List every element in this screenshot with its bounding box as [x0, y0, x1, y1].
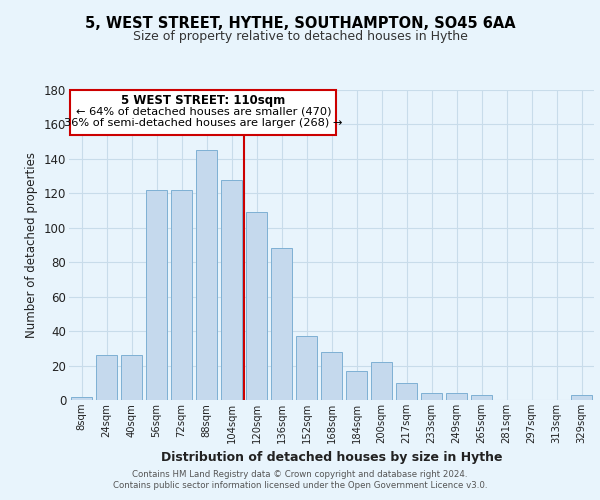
X-axis label: Distribution of detached houses by size in Hythe: Distribution of detached houses by size …: [161, 452, 502, 464]
Text: Contains HM Land Registry data © Crown copyright and database right 2024.: Contains HM Land Registry data © Crown c…: [132, 470, 468, 479]
Bar: [446, 393, 467, 400]
Bar: [96, 355, 117, 400]
Bar: [396, 383, 417, 400]
Bar: [171, 190, 192, 400]
Bar: [321, 352, 342, 400]
Bar: [296, 336, 317, 400]
Text: 5, WEST STREET, HYTHE, SOUTHAMPTON, SO45 6AA: 5, WEST STREET, HYTHE, SOUTHAMPTON, SO45…: [85, 16, 515, 31]
Text: 5 WEST STREET: 110sqm: 5 WEST STREET: 110sqm: [121, 94, 286, 108]
Y-axis label: Number of detached properties: Number of detached properties: [25, 152, 38, 338]
Bar: [371, 362, 392, 400]
Bar: [196, 150, 217, 400]
Bar: [70, 90, 337, 135]
Text: Contains public sector information licensed under the Open Government Licence v3: Contains public sector information licen…: [113, 481, 487, 490]
Bar: [246, 212, 267, 400]
Bar: [471, 395, 492, 400]
Bar: [421, 393, 442, 400]
Bar: [221, 180, 242, 400]
Text: 36% of semi-detached houses are larger (268) →: 36% of semi-detached houses are larger (…: [64, 118, 343, 128]
Bar: [271, 248, 292, 400]
Bar: [146, 190, 167, 400]
Text: Size of property relative to detached houses in Hythe: Size of property relative to detached ho…: [133, 30, 467, 43]
Bar: [346, 370, 367, 400]
Bar: [571, 395, 592, 400]
Text: ← 64% of detached houses are smaller (470): ← 64% of detached houses are smaller (47…: [76, 106, 331, 117]
Bar: [71, 396, 92, 400]
Bar: [121, 355, 142, 400]
